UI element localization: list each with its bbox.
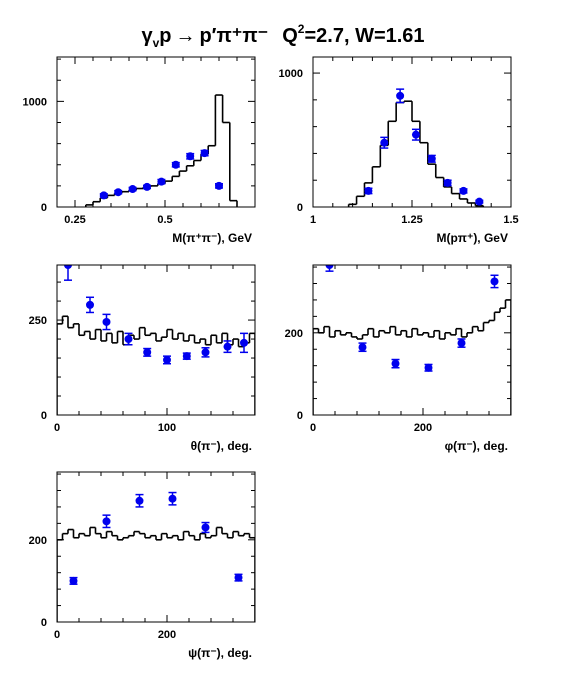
plot-frame xyxy=(56,56,256,208)
x-axis-label: M(pπ⁺), GeV xyxy=(436,231,508,245)
title-gamma: γ xyxy=(141,25,153,47)
data-point xyxy=(163,355,171,364)
y-tick-label: 200 xyxy=(29,535,47,547)
data-point xyxy=(182,352,191,361)
x-tick-label: 200 xyxy=(158,629,176,641)
title-kinematics: =2.7, W=1.61 xyxy=(304,25,424,47)
data-point xyxy=(240,338,248,347)
data-points xyxy=(64,265,248,365)
histogram xyxy=(347,100,485,207)
histogram xyxy=(85,94,238,207)
x-tick-label: 0 xyxy=(54,629,60,641)
x-tick-label: 100 xyxy=(158,422,176,434)
panel-5: 0 200 0 200 ψ(π⁻), deg. xyxy=(29,471,256,660)
x-tick-label: 0 xyxy=(54,422,60,434)
y-tick-label: 1000 xyxy=(279,68,303,80)
y-tick-label: 0 xyxy=(41,617,47,629)
y-tick-label: 200 xyxy=(285,328,303,340)
data-point xyxy=(358,343,367,352)
data-point xyxy=(102,517,111,526)
data-points xyxy=(325,265,499,372)
title-q-exponent: 2 xyxy=(298,22,305,36)
histogram xyxy=(57,315,255,415)
data-point xyxy=(424,363,433,372)
title-arrow: → xyxy=(175,25,195,47)
y-tick-label: 0 xyxy=(41,202,47,214)
x-axis-label: θ(π⁻), deg. xyxy=(191,439,252,453)
plot-frame xyxy=(56,264,256,416)
x-tick-label: 0.25 xyxy=(64,214,85,226)
x-axis-label: M(π⁺π⁻), GeV xyxy=(172,231,252,245)
data-points xyxy=(99,149,223,200)
y-tick-label: 0 xyxy=(297,202,303,214)
data-point xyxy=(135,496,144,505)
data-point xyxy=(128,185,137,194)
data-point xyxy=(490,277,499,286)
data-point xyxy=(171,160,180,169)
data-point xyxy=(201,348,210,357)
data-point xyxy=(102,317,111,326)
data-point xyxy=(396,91,405,100)
data-point xyxy=(380,138,389,147)
x-axis-label: φ(π⁻), deg. xyxy=(445,439,508,453)
data-point xyxy=(201,523,210,532)
data-points xyxy=(69,491,243,585)
data-points xyxy=(364,88,484,206)
x-tick-label: 1 xyxy=(310,214,316,226)
data-point xyxy=(86,300,94,309)
panel-4: 0 200 0 200 φ(π⁻), deg. xyxy=(285,264,512,453)
plot-frame xyxy=(56,471,256,623)
histogram xyxy=(57,526,255,622)
plot-frame xyxy=(312,56,512,208)
data-point xyxy=(459,186,468,195)
panel-3: 0 100 0 250 θ(π⁻), deg. xyxy=(29,264,256,453)
data-point xyxy=(234,573,243,582)
figure-title: γvp → p′π⁺π⁻ Q2=2.7, W=1.61 xyxy=(141,22,424,50)
data-point xyxy=(215,181,223,190)
data-point xyxy=(325,265,334,269)
data-point xyxy=(64,265,72,269)
data-point xyxy=(186,152,195,161)
data-point xyxy=(200,149,209,158)
data-point xyxy=(114,188,123,197)
title-proton: p xyxy=(159,25,171,47)
x-tick-label: 1.25 xyxy=(401,214,422,226)
data-point xyxy=(443,178,452,187)
x-tick-label: 1.5 xyxy=(503,214,518,226)
data-point xyxy=(364,186,373,195)
data-point xyxy=(223,342,232,351)
x-tick-label: 0.5 xyxy=(157,214,172,226)
y-tick-label: 250 xyxy=(29,315,47,327)
title-gamma-subscript: v xyxy=(153,36,160,50)
title-q: Q xyxy=(282,25,298,47)
x-axis-label: ψ(π⁻), deg. xyxy=(188,646,252,660)
panel-2: 1 1.25 1.5 0 1000 M(pπ⁺), GeV xyxy=(279,56,519,245)
x-tick-label: 200 xyxy=(414,422,432,434)
panel-1: 0.25 0.5 0 1000 M(π⁺π⁻), GeV xyxy=(23,56,256,245)
data-point xyxy=(457,339,466,348)
data-point xyxy=(124,335,133,344)
y-tick-label: 1000 xyxy=(23,96,47,108)
histogram xyxy=(313,299,511,415)
data-point xyxy=(411,130,420,139)
y-tick-label: 0 xyxy=(41,410,47,422)
data-point xyxy=(391,359,400,368)
y-tick-label: 0 xyxy=(297,410,303,422)
data-point xyxy=(168,494,177,503)
data-point xyxy=(475,197,484,206)
data-point xyxy=(69,576,78,585)
title-products: p′π⁺π⁻ xyxy=(199,25,268,47)
data-point xyxy=(143,348,152,357)
data-point xyxy=(157,177,166,186)
plot-frame xyxy=(312,264,512,416)
data-point xyxy=(99,191,108,200)
data-point xyxy=(427,154,436,163)
data-point xyxy=(143,182,151,191)
x-tick-label: 0 xyxy=(310,422,316,434)
